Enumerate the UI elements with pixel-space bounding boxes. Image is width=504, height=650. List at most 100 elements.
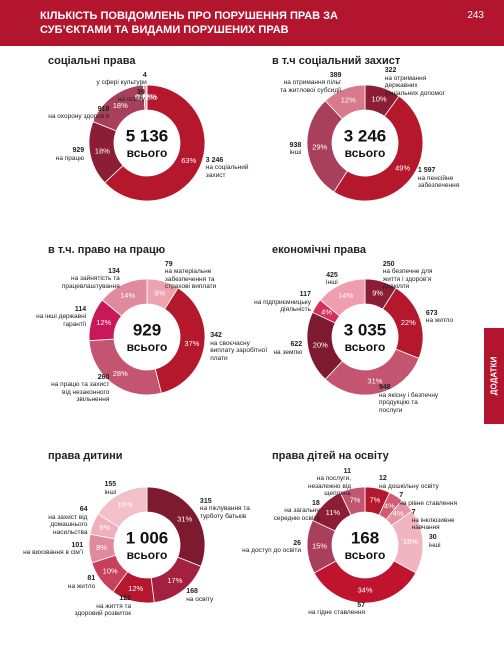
slice-name: на інклюзивне навчання: [411, 516, 455, 532]
slice-count: 322: [384, 67, 397, 75]
slice-count: 7: [399, 492, 404, 500]
percent-label: 20%: [313, 341, 328, 350]
slice-name: на загальну середню освіту: [273, 507, 320, 522]
slice-name: на соціальний захист: [205, 164, 249, 179]
slice-count: 114: [74, 305, 87, 313]
center-caption: всього: [345, 340, 386, 354]
slice-name: інші: [428, 541, 441, 549]
slice-count: 134: [108, 267, 120, 275]
slice-count: 18: [311, 499, 320, 507]
center-total: 929: [133, 320, 161, 339]
percent-label: 8%: [96, 543, 107, 552]
slice-name: на підприємницьку діяльність: [254, 298, 311, 314]
slice-label: 117 на підприємницьку діяльність: [249, 291, 311, 314]
percent-label: 28%: [113, 369, 128, 378]
slice-count: 250: [382, 260, 395, 268]
slice-name: на дошкільну освіту: [378, 482, 439, 490]
chart-title: економічні права: [272, 244, 366, 256]
slice-count: 101: [71, 541, 84, 549]
slice-label: 57 на гідне ставлення: [303, 602, 365, 617]
slice-name: на освіту: [117, 96, 145, 103]
slice-label: 425 інші: [276, 272, 338, 287]
slice-name: на доступ до освіти: [242, 547, 302, 554]
chart-title: в т.ч. право на працю: [48, 244, 166, 256]
percent-label: 18%: [113, 101, 128, 110]
center-caption: всього: [345, 548, 386, 562]
percent-label: 31%: [367, 376, 382, 385]
slice-name: на захист від домашнього насильства: [48, 513, 88, 536]
slice-label: 122 на життя та здоровий розвиток: [69, 595, 131, 618]
slice-count: 389: [329, 71, 342, 79]
slice-count: 155: [104, 481, 117, 489]
slice-label: 250 на безпечне для життя і здоров’я довк…: [383, 261, 445, 291]
center-caption: всього: [127, 340, 168, 354]
percent-label: 31%: [177, 514, 192, 523]
slice-name: на якісну і безпечну продукцію та послуг…: [378, 391, 439, 414]
slice-count: 7: [411, 509, 416, 517]
slice-label: 315 на піклування та турботу батьків: [200, 498, 262, 521]
percent-label: 18%: [95, 147, 110, 156]
slice-name: інші: [104, 488, 117, 496]
slice-label: 938 інші: [239, 142, 302, 157]
slice-label: 101 на виховання в сім’ї: [21, 542, 83, 557]
percent-label: 0,92%: [135, 93, 157, 102]
slice-name: на послуги, незалежно від щеплень: [307, 475, 352, 498]
page-number: 243: [467, 10, 484, 21]
percent-label: 4%: [384, 502, 395, 511]
slice-name: на працю та захист від незаконного звіль…: [51, 381, 110, 404]
slice-name: на виховання в сім’ї: [23, 549, 84, 557]
slice: [104, 84, 206, 202]
slice-count: 1 597: [417, 167, 436, 175]
slice-label: 12 на дошкільну освіту: [379, 475, 441, 490]
slice-name: на землю: [273, 348, 303, 356]
percent-label: 22%: [401, 318, 416, 327]
center-caption: всього: [127, 548, 168, 562]
slice-count: 11: [343, 467, 352, 475]
percent-label: 16%: [118, 500, 133, 509]
slice-count: 79: [164, 260, 173, 268]
percent-label: 14%: [120, 291, 135, 300]
percent-label: 9%: [372, 288, 383, 297]
slice-count: 929: [72, 147, 85, 155]
chart-title: права дитини: [48, 450, 123, 462]
slice-label: 26 на доступ до освіти: [239, 540, 301, 555]
percent-label: 10%: [103, 567, 118, 576]
slice-count: 122: [119, 595, 132, 603]
percent-label: 17%: [167, 576, 182, 585]
slice: [333, 95, 424, 202]
slice-count: 4: [142, 71, 147, 79]
slice-label: 1 597 на пенсійне забезпечення: [418, 167, 480, 190]
percent-label: 10%: [372, 95, 387, 104]
header-title: КІЛЬКІСТЬ ПОВІДОМЛЕНЬ ПРО ПОРУШЕННЯ ПРАВ…: [40, 10, 338, 36]
slice-count: 425: [326, 271, 338, 279]
slice-label: 7 на інклюзивне навчання: [412, 509, 474, 532]
header-band: [0, 0, 504, 46]
slice-label: 134 на зайнятість та працевлаштування: [58, 268, 120, 291]
slice-label: 30 інші: [429, 534, 491, 549]
slice-name: у сфері культури: [96, 79, 147, 86]
slice-name: інші: [326, 279, 338, 287]
slice-count: 673: [425, 309, 438, 317]
center-total: 3 035: [344, 320, 387, 339]
slice-label: 389 на отримання пільг та житлової субсид…: [279, 72, 341, 95]
slice-count: 948: [378, 384, 391, 392]
percent-label: 12%: [128, 584, 143, 593]
center-total: 168: [351, 528, 379, 547]
percent-label: 63%: [181, 156, 196, 165]
slice: [319, 278, 366, 317]
slice-label: 168 на освіту: [186, 588, 248, 603]
center-caption: всього: [345, 146, 386, 160]
percent-label: 7%: [350, 496, 361, 505]
slice-count: 622: [290, 341, 303, 349]
slice-name: на життя та здоровий розвиток: [74, 602, 132, 618]
slice-name: на отримання пільг та житлової субсидії: [280, 79, 342, 94]
slice-label: 7 на рівне ставлення: [399, 492, 461, 507]
slice-name: на житло: [425, 317, 454, 325]
slice-name: на інші державні гарантії: [36, 313, 87, 328]
percent-label: 11%: [326, 508, 341, 517]
slice-label: 81 на житло: [33, 575, 95, 590]
slice-name: на освіту: [186, 595, 214, 603]
slice: [339, 486, 366, 516]
